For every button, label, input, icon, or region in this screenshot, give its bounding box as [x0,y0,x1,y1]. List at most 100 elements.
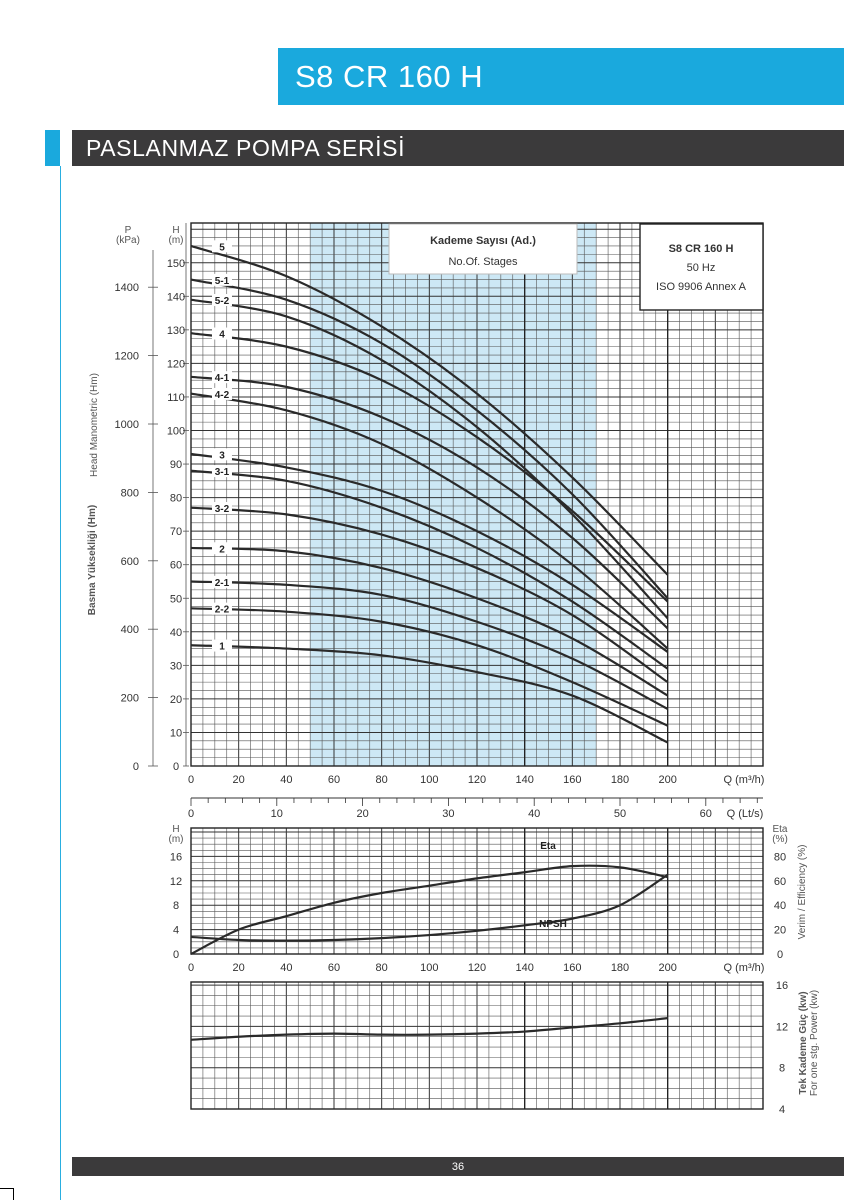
lts-tick-label: 50 [614,808,626,820]
h-axis-tick-label: 110 [167,392,185,404]
stage-label-4-1: 4-1 [215,373,230,384]
stage-label-3: 3 [219,450,225,461]
y-axis-title-en: Head Manometric (Hm) [89,373,100,477]
x-axis-tick-label: 180 [611,962,629,974]
crop-mark [0,1188,14,1200]
pressure-axis-tick-label: 400 [121,624,139,636]
x-axis-tick-label: 20 [233,774,245,786]
model-title-banner: S8 CR 160 H [278,48,844,105]
npsh-tick-label: 16 [170,851,182,863]
lts-tick-label: 20 [356,808,368,820]
h-axis-tick-label: 30 [170,660,182,672]
stage-label-bg [211,542,232,555]
pressure-axis-unit: (kPa) [116,235,140,246]
lts-tick-label: 10 [271,808,283,820]
pressure-axis-tick-label: 1200 [115,351,139,363]
stage-label-2-1: 2-1 [215,578,230,589]
h-axis-tick-label: 150 [167,258,185,270]
x-axis-tick-label: 120 [468,774,486,786]
stage-label-5: 5 [219,242,225,253]
x-axis-tick-label: 60 [328,962,340,974]
eta-axis-title: Verim / Efficiency (%) [797,845,808,940]
npsh-tick-label: 12 [170,876,182,888]
power-curve [190,1017,668,1041]
left-accent-line [60,166,61,1200]
h-axis-tick-label: 60 [170,560,182,572]
x-axis-tick-label: 160 [563,774,581,786]
lts-tick-label: 40 [528,808,540,820]
power-axis-title-tr: Tek Kademe Güç (kw) [798,991,809,1094]
stage-label-bg [211,240,232,253]
stage-curve-4 [190,332,669,603]
y-axis-title-tr: Basma Yüksekliği (Hm) [87,505,98,615]
x-axis-tick-label: 160 [563,962,581,974]
pressure-axis-tick-label: 200 [121,693,139,705]
eta-tick-label: 80 [774,851,786,863]
pressure-axis-tick-label: 600 [121,556,139,568]
stage-label-5-2: 5-2 [215,296,230,307]
h-axis-tick-label: 100 [167,426,185,438]
stage-curve-5-2 [190,298,669,620]
x-axis-tick-label: 60 [328,774,340,786]
npsh-curve-label: NPSH [539,919,567,930]
h-axis-unit: (m) [169,235,184,246]
x-axis-title: Q (m³/h) [724,774,765,786]
stage-curve-4-2 [190,392,669,650]
npsh-tick-label: 8 [173,900,179,912]
stage-curve-5 [190,244,669,576]
model-legend-model: S8 CR 160 H [669,243,734,255]
npsh-axis-unit: (m) [169,834,184,845]
h-axis-tick-label: 0 [173,761,179,773]
stage-label-bg [211,327,232,340]
x-axis-tick-label: 0 [188,774,194,786]
stage-label-bg [211,448,232,461]
stage-label-bg [211,387,232,400]
stage-curve-2-2 [190,607,669,727]
stage-label-bg [211,639,232,652]
x-axis-tick-label: 0 [188,962,194,974]
x-axis-tick-label: 200 [658,774,676,786]
stages-legend-title-en: No.Of. Stages [448,256,518,268]
stage-curve-3-2 [190,506,669,684]
stage-curve-2 [190,546,669,697]
x-axis-tick-label: 40 [280,962,292,974]
stage-curve-3 [190,452,669,653]
stage-label-bg [211,575,232,588]
lts-tick-label: 60 [700,808,712,820]
x-axis-tick-label: 40 [280,774,292,786]
power-tick-label: 12 [776,1021,788,1033]
stage-label-bg [211,273,232,286]
stage-label-bg [211,465,232,478]
stage-label-3-1: 3-1 [215,467,230,478]
stages-legend-box [388,223,578,275]
x-axis-tick-label: 80 [376,962,388,974]
pressure-axis-tick-label: 800 [121,487,139,499]
pressure-axis-tick-label: 1000 [115,419,139,431]
eta-tick-label: 0 [777,949,783,961]
npsh-tick-label: 4 [173,925,179,937]
x-axis-tick-label: 140 [515,774,533,786]
x-axis-tick-label: 80 [376,774,388,786]
eta-axis-unit: Eta [772,824,787,835]
stage-label-3-2: 3-2 [215,504,230,515]
stage-label-bg [211,371,232,384]
x-axis-tick-label: 100 [420,774,438,786]
stage-curve-5-1 [190,278,669,599]
x-axis-tick-label: 180 [611,774,629,786]
h-axis-tick-label: 20 [170,694,182,706]
section-accent-block [45,130,60,166]
h-axis-tick-label: 40 [170,627,182,639]
eta-tick-label: 60 [774,876,786,888]
eta-tick-label: 20 [774,925,786,937]
power-axis-title-en: For one stg. Power (kw) [809,990,820,1096]
power-tick-label: 16 [776,980,788,992]
stage-curve-1 [190,644,669,744]
x-axis-tick-label: 140 [515,962,533,974]
stage-label-5-1: 5-1 [215,276,230,287]
stage-curve-4-1 [190,375,669,630]
x-axis-tick-label: 100 [420,962,438,974]
stage-label-2: 2 [219,544,225,555]
h-axis-tick-label: 130 [167,325,185,337]
stages-legend-title-tr: Kademe Sayısı (Ad.) [430,235,536,247]
section-title: PASLANMAZ POMPA SERİSİ [86,135,406,161]
